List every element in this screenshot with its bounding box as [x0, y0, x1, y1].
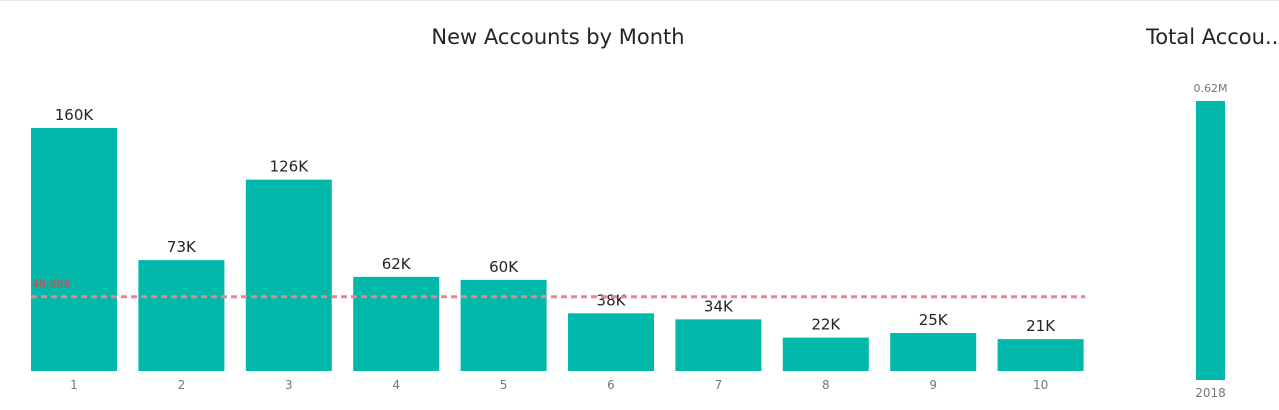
- bar-data-label: 126K: [270, 158, 310, 176]
- x-tick-label: 6: [607, 378, 615, 392]
- bar[interactable]: [568, 313, 654, 371]
- x-tick-label: 5: [500, 378, 508, 392]
- x-tick-label: 2: [178, 378, 186, 392]
- x-tick-label: 2018: [1195, 386, 1226, 400]
- bar[interactable]: [1196, 101, 1225, 380]
- bar-data-label: 60K: [489, 258, 519, 276]
- bar-data-label: 62K: [382, 255, 412, 273]
- x-tick-label: 3: [285, 378, 293, 392]
- bar-series-new-accounts: 160K 1 73K 2 126K 3 62K 4 60K 5 38K 6 34K 7 22K 8 25K 9 21…: [31, 106, 1084, 392]
- chart-title-total-accounts: Total Accou...: [1145, 25, 1279, 49]
- bar[interactable]: [890, 333, 977, 371]
- bar-data-label: 21K: [1026, 317, 1056, 335]
- bar-data-label: 25K: [919, 311, 949, 329]
- bar[interactable]: [997, 339, 1084, 371]
- average-reference-line: 48,889: [31, 278, 1085, 299]
- x-tick-label: 7: [715, 378, 723, 392]
- bar-data-label: 38K: [597, 291, 627, 309]
- bar-data-label: 160K: [55, 106, 95, 124]
- x-tick-label: 9: [929, 378, 937, 392]
- bar-series-total-accounts: 0.62M 2018: [1194, 82, 1228, 400]
- bar-data-label: 0.62M: [1194, 82, 1228, 95]
- bar[interactable]: [353, 276, 440, 371]
- x-tick-label: 4: [392, 378, 400, 392]
- bar[interactable]: [675, 319, 762, 371]
- x-tick-label: 8: [822, 378, 830, 392]
- bar[interactable]: [782, 337, 869, 371]
- x-tick-label: 10: [1033, 378, 1048, 392]
- bar[interactable]: [138, 260, 225, 371]
- reference-line-label: 48,889: [32, 278, 71, 291]
- bar[interactable]: [31, 128, 117, 371]
- chart-title-new-accounts: New Accounts by Month: [431, 25, 684, 49]
- bar[interactable]: [245, 179, 332, 371]
- bar-data-label: 22K: [811, 316, 841, 334]
- bar-data-label: 73K: [167, 238, 197, 256]
- bar-data-label: 34K: [704, 297, 734, 315]
- top-border: [0, 0, 1279, 1]
- bar[interactable]: [460, 279, 547, 371]
- x-tick-label: 1: [70, 378, 78, 392]
